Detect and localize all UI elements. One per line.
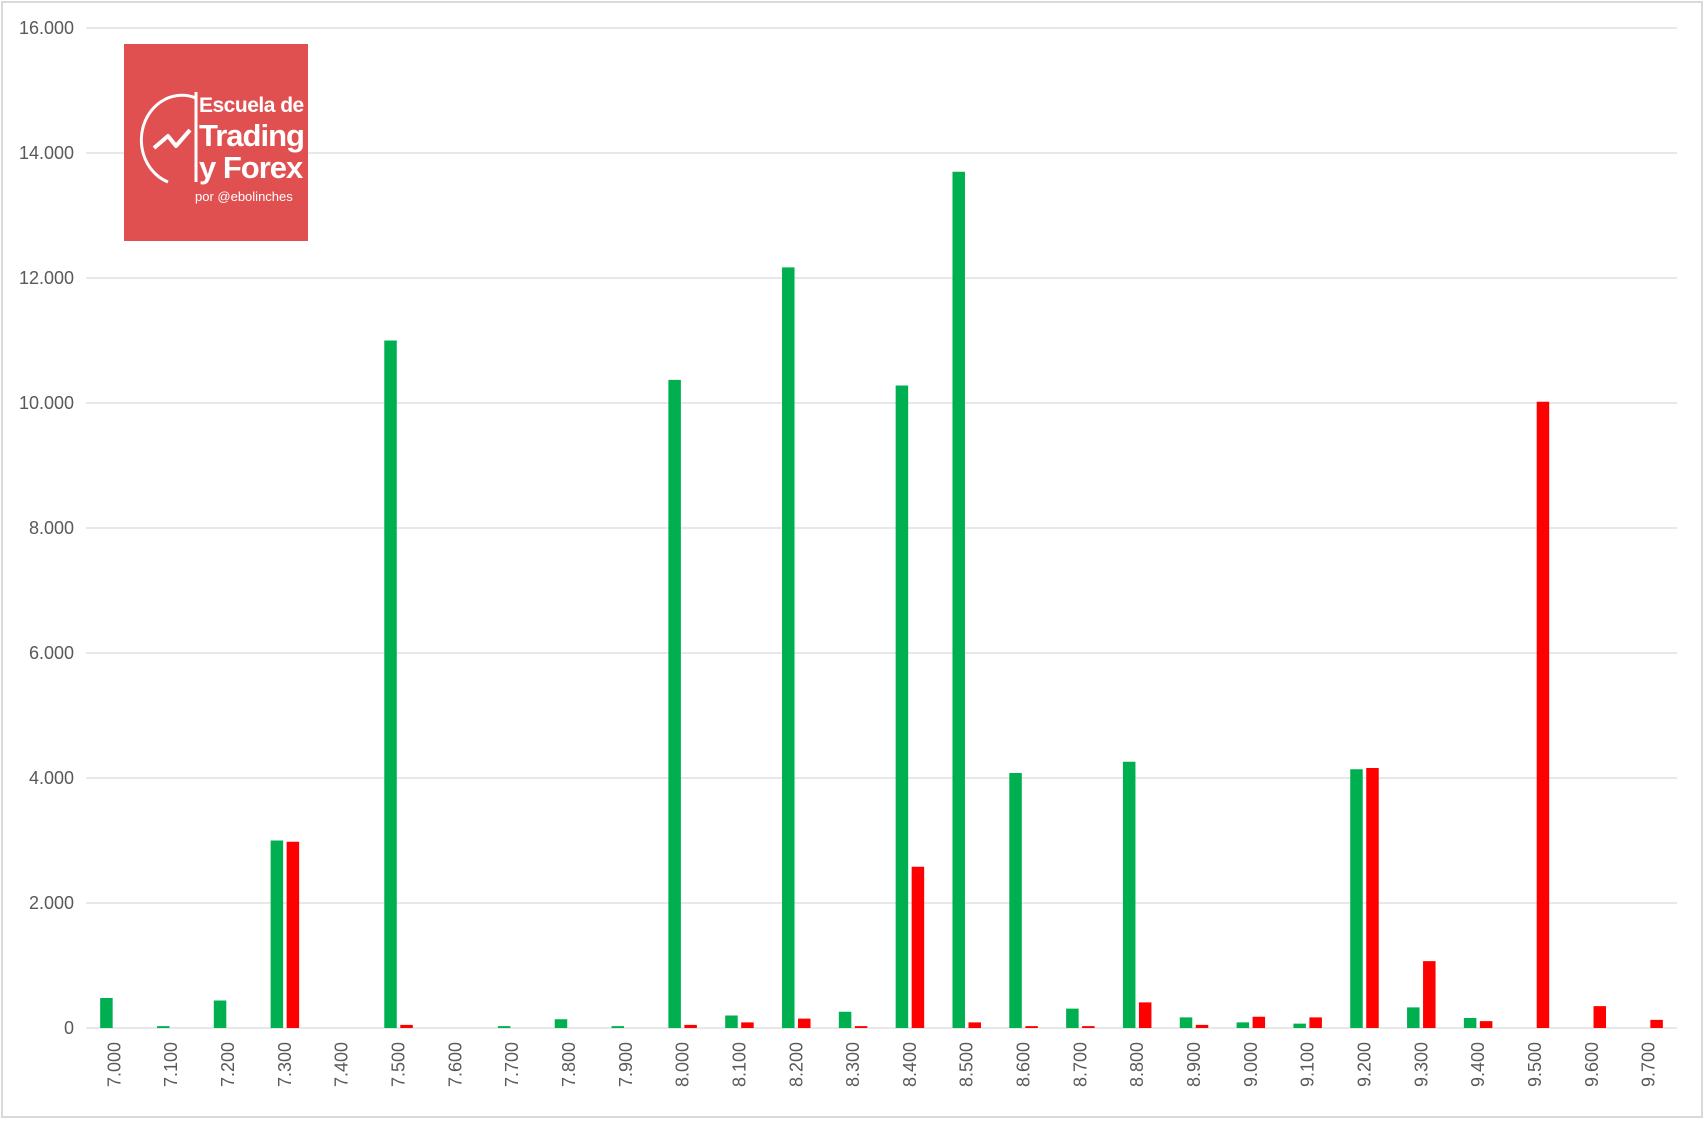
bar-series-1 [1236, 1022, 1250, 1029]
bar-series-1 [497, 1026, 511, 1029]
bar-series-1 [1293, 1023, 1306, 1029]
bar-series-1 [270, 840, 284, 1028]
x-tick-label: 7.300 [275, 1042, 295, 1087]
x-tick-label: 7.400 [332, 1042, 352, 1087]
x-tick-label: 7.500 [389, 1042, 409, 1087]
y-tick-label: 10.000 [19, 393, 74, 413]
bar-series-1 [1066, 1008, 1079, 1029]
trend-arrow-icon [139, 92, 198, 184]
x-tick-label: 8.300 [843, 1042, 863, 1087]
y-tick-label: 16.000 [19, 18, 74, 38]
bar-series-2 [1423, 961, 1436, 1029]
x-tick-label: 7.000 [104, 1042, 124, 1087]
y-tick-label: 2.000 [29, 893, 74, 913]
y-tick-label: 4.000 [29, 768, 74, 788]
bars [100, 171, 1663, 1029]
x-tick-label: 9.500 [1525, 1042, 1545, 1087]
bar-series-2 [286, 841, 300, 1028]
x-tick-label: 7.600 [445, 1042, 465, 1087]
bar-series-1 [100, 998, 113, 1028]
bar-series-1 [1122, 761, 1136, 1028]
y-tick-label: 6.000 [29, 643, 74, 663]
x-axis-labels: 7.000 7.100 7.200 7.300 7.400 7.500 7.600 7.700… [104, 1042, 1658, 1087]
bar-series-2 [684, 1024, 697, 1029]
bar-series-2 [1138, 1002, 1152, 1029]
bar-series-1 [611, 1026, 625, 1029]
x-tick-label: 8.000 [673, 1042, 693, 1087]
x-tick-label: 8.600 [1014, 1042, 1034, 1087]
bar-series-2 [1025, 1026, 1038, 1029]
bar-series-2 [1309, 1017, 1322, 1029]
y-tick-label: 0 [64, 1018, 74, 1038]
x-tick-label: 7.700 [502, 1042, 522, 1087]
bar-series-1 [1463, 1018, 1477, 1028]
bar-series-1 [384, 340, 397, 1028]
x-tick-label: 7.100 [161, 1042, 181, 1087]
x-tick-label: 8.200 [786, 1042, 806, 1087]
y-axis-labels: 0 2.000 4.000 6.000 8.000 10.000 12.000 14.000 1… [19, 18, 74, 1038]
y-tick-label: 12.000 [19, 268, 74, 288]
bar-series-2 [1536, 401, 1550, 1028]
bar-series-1 [668, 379, 681, 1029]
bar-series-1 [1179, 1017, 1193, 1029]
x-tick-label: 9.200 [1354, 1042, 1374, 1087]
bar-series-1 [1407, 1007, 1420, 1029]
bar-series-1 [1350, 769, 1363, 1028]
y-tick-label: 14.000 [19, 143, 74, 163]
x-tick-label: 9.000 [1241, 1042, 1261, 1087]
x-tick-label: 8.400 [900, 1042, 920, 1087]
x-tick-label: 7.800 [559, 1042, 579, 1087]
brand-logo: Escuela de Trading y Forex por @ebolinch… [124, 44, 308, 241]
x-tick-label: 8.100 [729, 1042, 749, 1087]
bar-series-2 [1479, 1021, 1493, 1029]
logo-line-4: por @ebolinches [195, 189, 293, 204]
x-tick-label: 9.100 [1298, 1042, 1318, 1087]
bar-series-2 [798, 1018, 811, 1029]
x-tick-label: 7.900 [616, 1042, 636, 1087]
bar-series-1 [156, 1026, 170, 1029]
bar-series-2 [1082, 1026, 1095, 1029]
x-tick-label: 9.400 [1468, 1042, 1488, 1087]
bar-series-2 [400, 1024, 413, 1029]
bar-series-2 [1593, 1006, 1607, 1029]
bar-series-1 [952, 171, 965, 1028]
bar-series-1 [1009, 773, 1022, 1028]
bar-series-2 [1366, 768, 1379, 1028]
x-tick-label: 9.700 [1639, 1042, 1659, 1087]
x-tick-label: 8.500 [957, 1042, 977, 1087]
y-tick-label: 8.000 [29, 518, 74, 538]
bar-series-2 [968, 1022, 981, 1029]
x-tick-label: 9.300 [1411, 1042, 1431, 1087]
logo-line-3: y Forex [199, 150, 303, 185]
bar-series-2 [741, 1022, 754, 1029]
bar-series-2 [1252, 1016, 1266, 1028]
x-tick-label: 9.600 [1582, 1042, 1602, 1087]
bar-series-1 [895, 385, 909, 1028]
bar-series-2 [1195, 1024, 1209, 1029]
x-tick-label: 8.700 [1070, 1042, 1090, 1087]
bar-series-2 [911, 866, 925, 1028]
x-tick-label: 8.900 [1184, 1042, 1204, 1087]
x-tick-label: 8.800 [1127, 1042, 1147, 1087]
bar-series-1 [554, 1019, 568, 1028]
bar-series-1 [838, 1011, 852, 1028]
x-tick-label: 7.200 [218, 1042, 238, 1087]
bar-series-1 [213, 1000, 227, 1028]
logo-line-2: Trading [199, 118, 305, 153]
logo-line-1: Escuela de [199, 94, 304, 117]
bar-series-1 [782, 267, 795, 1029]
bar-series-1 [725, 1015, 738, 1028]
bar-series-2 [854, 1026, 868, 1029]
bar-series-2 [1650, 1019, 1663, 1029]
